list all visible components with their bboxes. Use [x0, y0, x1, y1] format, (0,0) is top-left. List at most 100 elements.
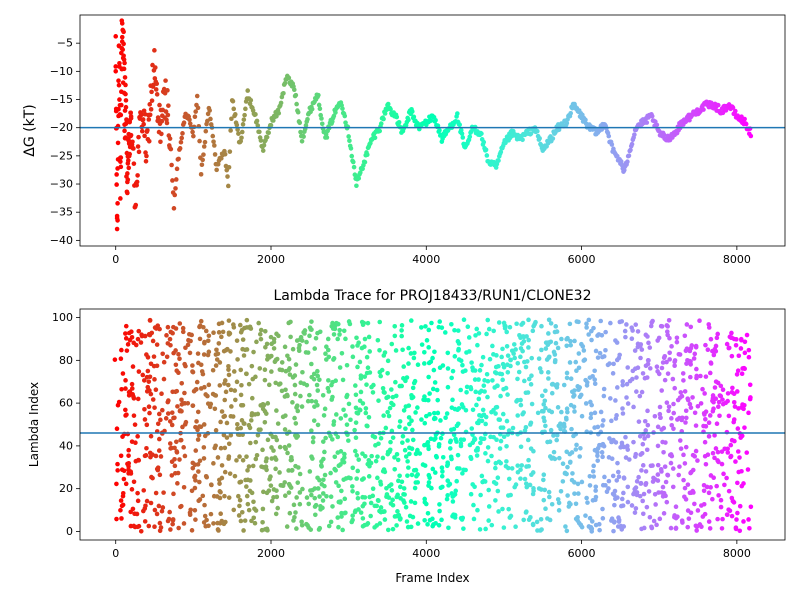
y-tick-label: 60 [59, 397, 73, 410]
lambda-point [313, 399, 319, 404]
delta-g-point [437, 128, 442, 133]
lambda-point [422, 420, 428, 426]
lambda-point [140, 372, 146, 378]
lambda-point [639, 468, 644, 473]
lambda-point [460, 404, 466, 410]
lambda-point [219, 463, 225, 468]
delta-g-point [190, 129, 195, 135]
lambda-point [320, 439, 326, 444]
lambda-point [427, 475, 432, 481]
lambda-point [157, 436, 162, 442]
lambda-point [633, 451, 639, 457]
lambda-point [217, 489, 223, 494]
lambda-point [161, 376, 167, 382]
lambda-point [193, 517, 198, 522]
lambda-point [608, 320, 613, 326]
lambda-point [273, 511, 279, 517]
delta-g-point [139, 112, 144, 118]
lambda-point [387, 405, 393, 411]
lambda-point [350, 344, 355, 349]
lambda-point [240, 337, 246, 342]
lambda-point [317, 494, 322, 499]
lambda-point [413, 410, 418, 415]
lambda-point [249, 395, 255, 401]
lambda-point [222, 445, 228, 451]
lambda-point [440, 484, 445, 490]
lambda-point [197, 324, 202, 330]
lambda-point [587, 473, 593, 479]
lambda-point [133, 440, 138, 445]
lambda-point [367, 370, 373, 375]
lambda-point [619, 440, 625, 446]
delta-g-point [301, 134, 306, 139]
lambda-point [644, 375, 650, 380]
delta-g-point [303, 123, 309, 128]
lambda-point [222, 378, 228, 383]
lambda-point [377, 319, 383, 325]
lambda-point [433, 436, 438, 441]
lambda-point [213, 428, 219, 433]
lambda-point [363, 410, 369, 416]
lambda-point [715, 380, 721, 386]
delta-g-point [125, 158, 131, 163]
lambda-point [565, 464, 570, 470]
lambda-point [348, 475, 353, 481]
lambda-point [178, 437, 184, 443]
lambda-point [317, 525, 323, 531]
lambda-point [292, 382, 298, 388]
delta-g-point [118, 155, 124, 160]
lambda-point [238, 367, 244, 373]
lambda-point [302, 328, 308, 333]
lambda-point [178, 504, 183, 510]
lambda-point [366, 334, 372, 340]
x-tick-label: 4000 [412, 547, 440, 560]
delta-g-point [173, 186, 178, 191]
lambda-point [644, 504, 650, 510]
lambda-point [197, 336, 203, 342]
delta-g-point [122, 75, 128, 80]
lambda-point [642, 418, 648, 424]
lambda-point [620, 379, 626, 384]
lambda-point [668, 460, 674, 466]
lambda-point [706, 325, 712, 330]
lambda-point [494, 353, 499, 358]
lambda-point [569, 389, 575, 395]
lambda-point [376, 441, 381, 447]
delta-g-point [330, 119, 335, 124]
lambda-point [120, 371, 126, 376]
lambda-point [435, 410, 441, 416]
lambda-point [657, 404, 663, 410]
delta-g-point [230, 98, 236, 104]
lambda-point [481, 436, 487, 442]
lambda-point [601, 393, 607, 399]
lambda-point [520, 348, 525, 354]
lambda-point [211, 330, 216, 336]
lambda-point [410, 427, 415, 433]
lambda-point [496, 509, 501, 514]
lambda-point [562, 424, 567, 430]
delta-g-point [198, 172, 204, 177]
delta-g-point [493, 165, 499, 170]
lambda-point [190, 369, 196, 375]
lambda-point [609, 418, 614, 424]
lambda-point [226, 454, 232, 459]
lambda-point [729, 353, 735, 359]
lambda-point [252, 520, 258, 526]
lambda-point [397, 424, 402, 430]
lambda-point [325, 336, 331, 342]
lambda-point [385, 394, 391, 400]
delta-g-point [133, 202, 139, 208]
lambda-point [389, 428, 395, 434]
lambda-point [146, 404, 152, 410]
lambda-point [485, 458, 491, 464]
delta-g-point [268, 122, 274, 128]
lambda-point [523, 481, 529, 486]
lambda-point [658, 466, 664, 472]
lambda-point [735, 449, 741, 454]
lambda-point [287, 372, 293, 377]
lambda-point [175, 470, 181, 476]
lambda-point [423, 324, 428, 329]
lambda-point [211, 521, 216, 526]
lambda-point [721, 471, 726, 477]
delta-g-point [152, 48, 157, 53]
